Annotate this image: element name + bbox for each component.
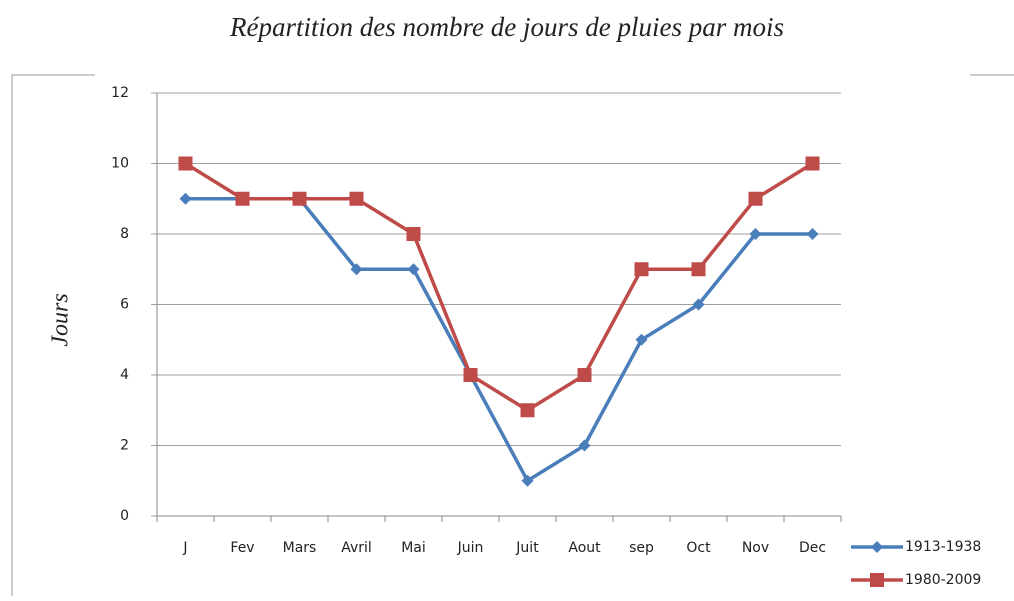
legend-marker bbox=[871, 541, 883, 553]
x-tick-label: Nov bbox=[742, 540, 769, 556]
y-axis-label: Jours bbox=[48, 293, 74, 346]
y-tick-label: 2 bbox=[120, 438, 129, 454]
legend-label: 1913-1938 bbox=[905, 539, 981, 555]
frame bbox=[11, 74, 1014, 596]
x-tick-label: Oct bbox=[686, 540, 711, 556]
point bbox=[406, 227, 421, 241]
point bbox=[805, 156, 820, 171]
point bbox=[349, 191, 364, 206]
x-tick-label: Aout bbox=[568, 540, 601, 556]
point bbox=[635, 333, 648, 346]
legend-marker bbox=[870, 573, 884, 587]
y-tick-label: 4 bbox=[120, 367, 129, 383]
point bbox=[806, 228, 819, 240]
x-tick-label: Dec bbox=[799, 540, 826, 556]
x-tick-label: Avril bbox=[341, 540, 372, 556]
point bbox=[235, 191, 250, 206]
x-tick-label: sep bbox=[629, 540, 654, 556]
chart-title: Répartition des nombre de jours de pluie… bbox=[229, 12, 784, 42]
series-line bbox=[184, 162, 814, 412]
y-tick-label: 0 bbox=[120, 508, 129, 524]
point bbox=[179, 192, 192, 205]
point bbox=[463, 368, 478, 382]
point bbox=[350, 263, 363, 276]
point bbox=[577, 368, 592, 382]
series-line bbox=[185, 197, 813, 483]
x-tick-label: Fev bbox=[230, 540, 254, 556]
x-tick-label: Juin bbox=[457, 540, 484, 556]
x-tick-label: Juit bbox=[515, 540, 539, 556]
point bbox=[748, 191, 763, 206]
point bbox=[691, 262, 706, 277]
x-tick-label: J bbox=[182, 540, 187, 556]
point bbox=[692, 298, 705, 311]
x-tick-label: Mars bbox=[283, 540, 317, 556]
point bbox=[578, 439, 591, 452]
point bbox=[178, 156, 193, 171]
point bbox=[634, 262, 649, 277]
point bbox=[521, 474, 534, 487]
y-tick-label: 8 bbox=[120, 226, 129, 242]
x-tick-label: Mai bbox=[401, 540, 426, 556]
y-tick-label: 10 bbox=[111, 156, 129, 172]
legend-label: 1980-2009 bbox=[905, 572, 981, 588]
point bbox=[407, 263, 420, 276]
point bbox=[520, 403, 535, 418]
y-tick-label: 12 bbox=[111, 85, 129, 101]
point bbox=[749, 228, 762, 240]
point bbox=[292, 191, 307, 206]
y-tick-label: 6 bbox=[120, 297, 129, 313]
